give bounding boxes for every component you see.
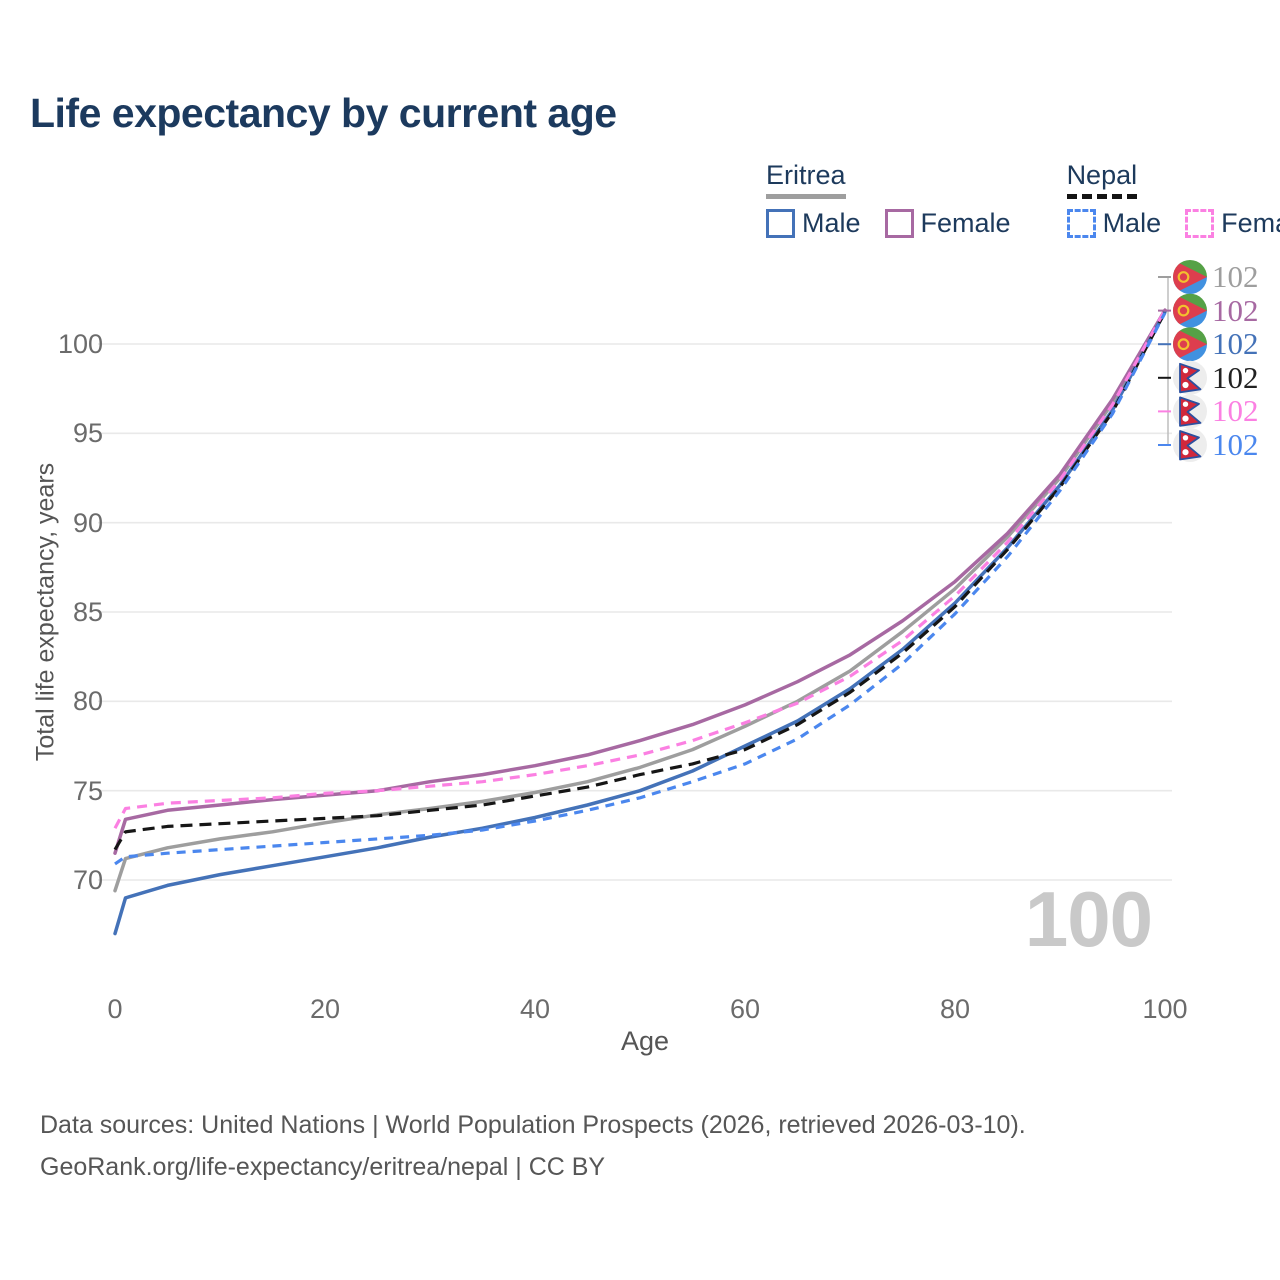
legend-eritrea-header[interactable]: Eritrea: [766, 160, 1011, 199]
legend-item-nepal-female[interactable]: Female: [1185, 208, 1280, 239]
nepal-flag-icon: [1173, 360, 1207, 395]
eritrea-flag-icon: [1173, 293, 1207, 328]
y-tick-label-95: 95: [72, 418, 103, 449]
eritrea-male-swatch-icon: [766, 209, 795, 238]
age-counter-watermark: 100: [1024, 875, 1153, 963]
y-tick-label-100: 100: [57, 328, 103, 359]
nepal-flag-icon: [1173, 428, 1207, 462]
legend-eritrea-male-label: Male: [802, 208, 861, 238]
legend-nepal-header[interactable]: Nepal: [1066, 160, 1280, 199]
footer: Data sources: United Nations | World Pop…: [40, 1104, 1026, 1188]
legend-eritrea-female-label: Female: [920, 208, 1011, 238]
legend-nepal-male-label: Male: [1102, 208, 1162, 238]
eritrea-female-swatch-icon: [884, 209, 914, 238]
x-tick-label-80: 80: [939, 994, 971, 1024]
page-title: Life expectancy by current age: [30, 90, 617, 136]
series-line-eritrea-male: [113, 310, 1167, 936]
legend-nepal-female-label: Female: [1221, 208, 1280, 238]
footer-attribution: GeoRank.org/life-expectancy/eritrea/nepa…: [40, 1153, 606, 1181]
y-tick-label-75: 75: [72, 775, 103, 806]
y-tick-label-80: 80: [72, 686, 103, 717]
end-value-nepal-male: 102: [1212, 427, 1259, 462]
end-value-eritrea-female: 102: [1212, 292, 1259, 328]
legend: Eritrea Male Female Nepal Male: [766, 160, 1280, 239]
end-value-nepal-both: 102: [1212, 359, 1259, 395]
series-line-nepal-male: [114, 311, 1167, 866]
legend-nepal-label: Nepal: [1066, 160, 1138, 199]
x-tick-label-0: 0: [107, 994, 123, 1024]
y-tick-label-85: 85: [72, 596, 103, 627]
end-value-nepal-female: 102: [1212, 393, 1259, 429]
legend-item-eritrea-male[interactable]: Male: [766, 208, 861, 239]
end-value-eritrea-male: 102: [1212, 326, 1259, 362]
legend-item-nepal-male[interactable]: Male: [1066, 208, 1162, 239]
series-line-nepal-female: [113, 309, 1167, 829]
series-line-eritrea-both: [113, 309, 1167, 893]
y-tick-label-70: 70: [72, 865, 103, 895]
x-tick-label-20: 20: [309, 994, 341, 1024]
footer-data-sources: Data sources: United Nations | World Pop…: [40, 1111, 1026, 1139]
eritrea-flag-icon: [1173, 260, 1207, 294]
x-tick-label-100: 100: [1142, 994, 1188, 1024]
x-tick-label-60: 60: [729, 994, 761, 1024]
x-tick-label-40: 40: [519, 994, 551, 1024]
legend-eritrea-label: Eritrea: [766, 160, 846, 199]
series-line-eritrea-female: [113, 308, 1167, 855]
x-axis-title: Age: [620, 1026, 670, 1056]
nepal-female-swatch-icon: [1185, 209, 1215, 238]
y-tick-label-90: 90: [72, 507, 103, 538]
nepal-flag-icon: [1173, 394, 1207, 429]
eritrea-flag-icon: [1173, 327, 1207, 362]
legend-group-nepal: Nepal Male Female: [1066, 160, 1280, 239]
series-line-nepal-both: [113, 311, 1167, 851]
end-value-eritrea-both: 102: [1212, 259, 1259, 294]
legend-group-eritrea: Eritrea Male Female: [766, 160, 1011, 239]
legend-item-eritrea-female[interactable]: Female: [884, 208, 1011, 239]
nepal-male-swatch-icon: [1066, 209, 1096, 238]
